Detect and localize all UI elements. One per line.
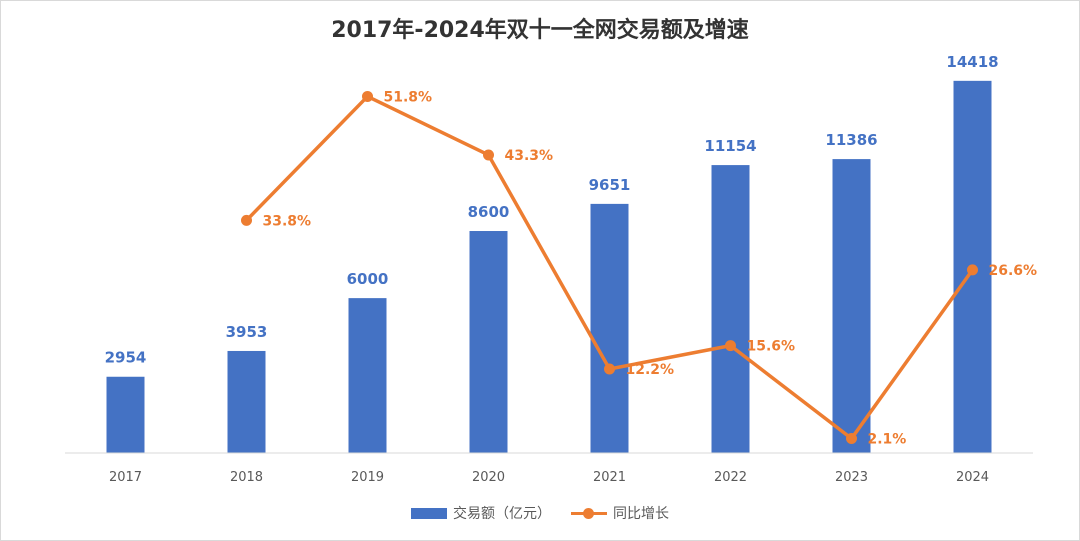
legend-label-bar: 交易额（亿元）: [453, 506, 551, 522]
growth-label-2023: 2.1%: [868, 432, 907, 448]
x-tick-2022: 2022: [714, 470, 747, 485]
bar-value-label-2022: 11154: [704, 137, 756, 155]
bar-value-label-2021: 9651: [589, 176, 631, 194]
growth-point-2024: [967, 264, 978, 276]
legend-item-bar: 交易额（亿元）: [411, 503, 551, 523]
x-tick-2018: 2018: [230, 470, 263, 485]
x-tick-2024: 2024: [956, 470, 989, 485]
x-tick-2019: 2019: [351, 470, 384, 485]
growth-point-2020: [483, 149, 494, 161]
legend-swatch-line: [571, 507, 607, 519]
growth-label-2020: 43.3%: [505, 148, 554, 164]
growth-label-2021: 12.2%: [626, 362, 675, 378]
bar-2017: [106, 376, 145, 453]
bar-2019: [348, 298, 387, 453]
growth-label-2024: 26.6%: [989, 263, 1038, 279]
growth-label-2019: 51.8%: [384, 89, 433, 105]
bar-2023: [832, 159, 871, 453]
growth-point-2022: [725, 340, 736, 352]
bar-2018: [227, 350, 266, 453]
legend-swatch-bar: [411, 507, 447, 519]
bar-value-label-2017: 2954: [105, 349, 147, 367]
growth-point-2019: [362, 90, 373, 102]
bar-value-label-2024: 14418: [946, 53, 998, 71]
legend: 交易额（亿元） 同比增长: [0, 503, 1080, 523]
x-tick-2020: 2020: [472, 470, 505, 485]
bar-2022: [711, 165, 750, 453]
legend-label-line: 同比增长: [613, 506, 669, 522]
growth-point-2021: [604, 363, 615, 375]
growth-point-2018: [241, 214, 252, 226]
bar-value-label-2023: 11386: [825, 131, 877, 149]
bar-2020: [469, 231, 508, 453]
x-tick-2023: 2023: [835, 470, 868, 485]
growth-label-2022: 15.6%: [747, 339, 796, 355]
bar-value-label-2018: 3953: [226, 323, 268, 341]
bar-value-label-2020: 8600: [468, 203, 510, 221]
growth-label-2018: 33.8%: [263, 213, 312, 229]
bar-value-label-2019: 6000: [347, 270, 389, 288]
bar-2021: [590, 203, 629, 453]
chart-title: 2017年-2024年双十一全网交易额及增速: [331, 18, 749, 43]
x-tick-2017: 2017: [109, 470, 142, 485]
growth-point-2023: [846, 433, 857, 445]
x-tick-2021: 2021: [593, 470, 626, 485]
legend-item-line: 同比增长: [571, 503, 669, 523]
